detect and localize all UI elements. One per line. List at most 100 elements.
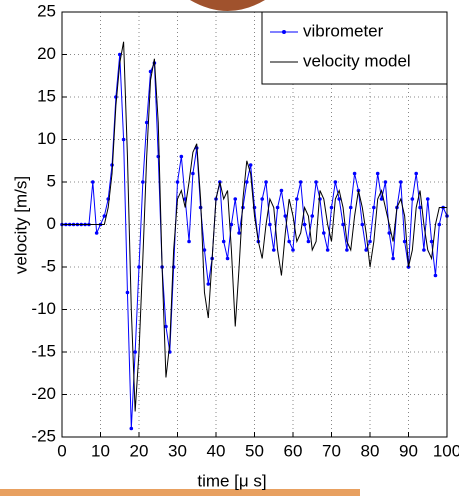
data-point [91,180,95,184]
data-point [379,197,384,201]
data-point [164,324,168,329]
decor-bar [0,489,360,496]
data-point [345,248,349,252]
y-tick-label: 25 [37,1,56,20]
data-point [414,171,419,176]
data-point [422,248,426,252]
data-point [318,197,322,201]
data-point [399,180,403,184]
data-point [352,171,357,176]
data-point [233,197,238,201]
data-point [283,214,288,218]
y-tick-label: -10 [31,299,56,318]
data-point [94,231,99,235]
y-tick-label: -5 [41,256,56,275]
y-tick-label: 15 [37,86,56,105]
data-point [221,239,226,244]
y-tick-label: 0 [47,214,56,233]
y-tick-label: 10 [37,129,56,148]
data-point [372,205,376,210]
data-point [364,248,368,252]
y-axis-label: velocity [m/s] [11,176,30,274]
data-point [302,222,307,227]
y-tick-label: 5 [47,171,56,190]
x-tick-label: 0 [57,441,66,460]
data-point [275,205,280,210]
legend-box [261,11,448,85]
data-point [322,231,326,235]
data-point [187,239,191,244]
data-point [348,205,353,210]
decor-shape [190,0,265,11]
x-tick-label: 30 [168,441,187,460]
data-point [175,180,180,184]
data-point [387,231,392,235]
legend-marker [282,30,286,34]
x-tick-label: 60 [284,441,303,460]
data-point [433,273,438,278]
y-tick-label: 20 [37,44,56,63]
data-point [179,154,184,159]
data-point [437,222,442,227]
data-point [264,180,268,184]
data-point [279,188,284,193]
data-point [245,180,249,184]
x-tick-label: 50 [245,441,264,460]
data-point [391,256,395,261]
plot-frame [61,11,448,438]
x-axis-label: time [μ s] [197,471,266,490]
data-point [229,222,234,227]
y-tick-label: -20 [31,384,56,403]
data-point [410,197,415,201]
data-point [137,265,141,269]
data-point [310,214,315,218]
data-point [260,197,265,201]
data-point [237,231,241,235]
y-tick-label: -25 [31,426,56,445]
x-tick-label: 40 [207,441,226,460]
data-point [171,265,176,269]
legend-label: vibrometer [303,21,384,40]
data-point [368,239,372,244]
x-tick-label: 10 [91,441,110,460]
data-point [268,222,272,227]
data-point [383,180,388,184]
data-point [337,197,342,201]
data-point [314,180,318,184]
data-point [306,239,311,244]
data-point [425,197,430,201]
x-tick-label: 100 [433,441,459,460]
data-point [144,120,149,125]
data-point [295,197,299,201]
data-point [287,239,291,244]
data-point [202,248,207,252]
data-point [248,163,253,167]
data-point [121,137,126,142]
data-point [141,180,145,184]
data-point [333,180,338,184]
data-point [402,239,407,244]
data-point [129,426,134,431]
data-point [325,248,330,252]
data-point [206,282,211,286]
legend-label: velocity model [303,51,411,70]
x-tick-label: 70 [322,441,341,460]
data-point [360,222,365,227]
data-point [375,171,380,176]
data-point [191,171,195,176]
data-point [271,248,276,252]
data-point [102,214,107,218]
data-point [329,205,334,210]
series-line [62,41,447,412]
x-tick-label: 80 [361,441,380,460]
y-tick-label: -15 [31,341,56,360]
x-tick-label: 20 [130,441,149,460]
data-point [225,256,230,261]
data-point [133,350,137,354]
data-point [291,248,295,252]
x-tick-label: 90 [399,441,418,460]
data-point [429,239,434,244]
data-point [298,180,303,184]
data-point [341,222,345,227]
